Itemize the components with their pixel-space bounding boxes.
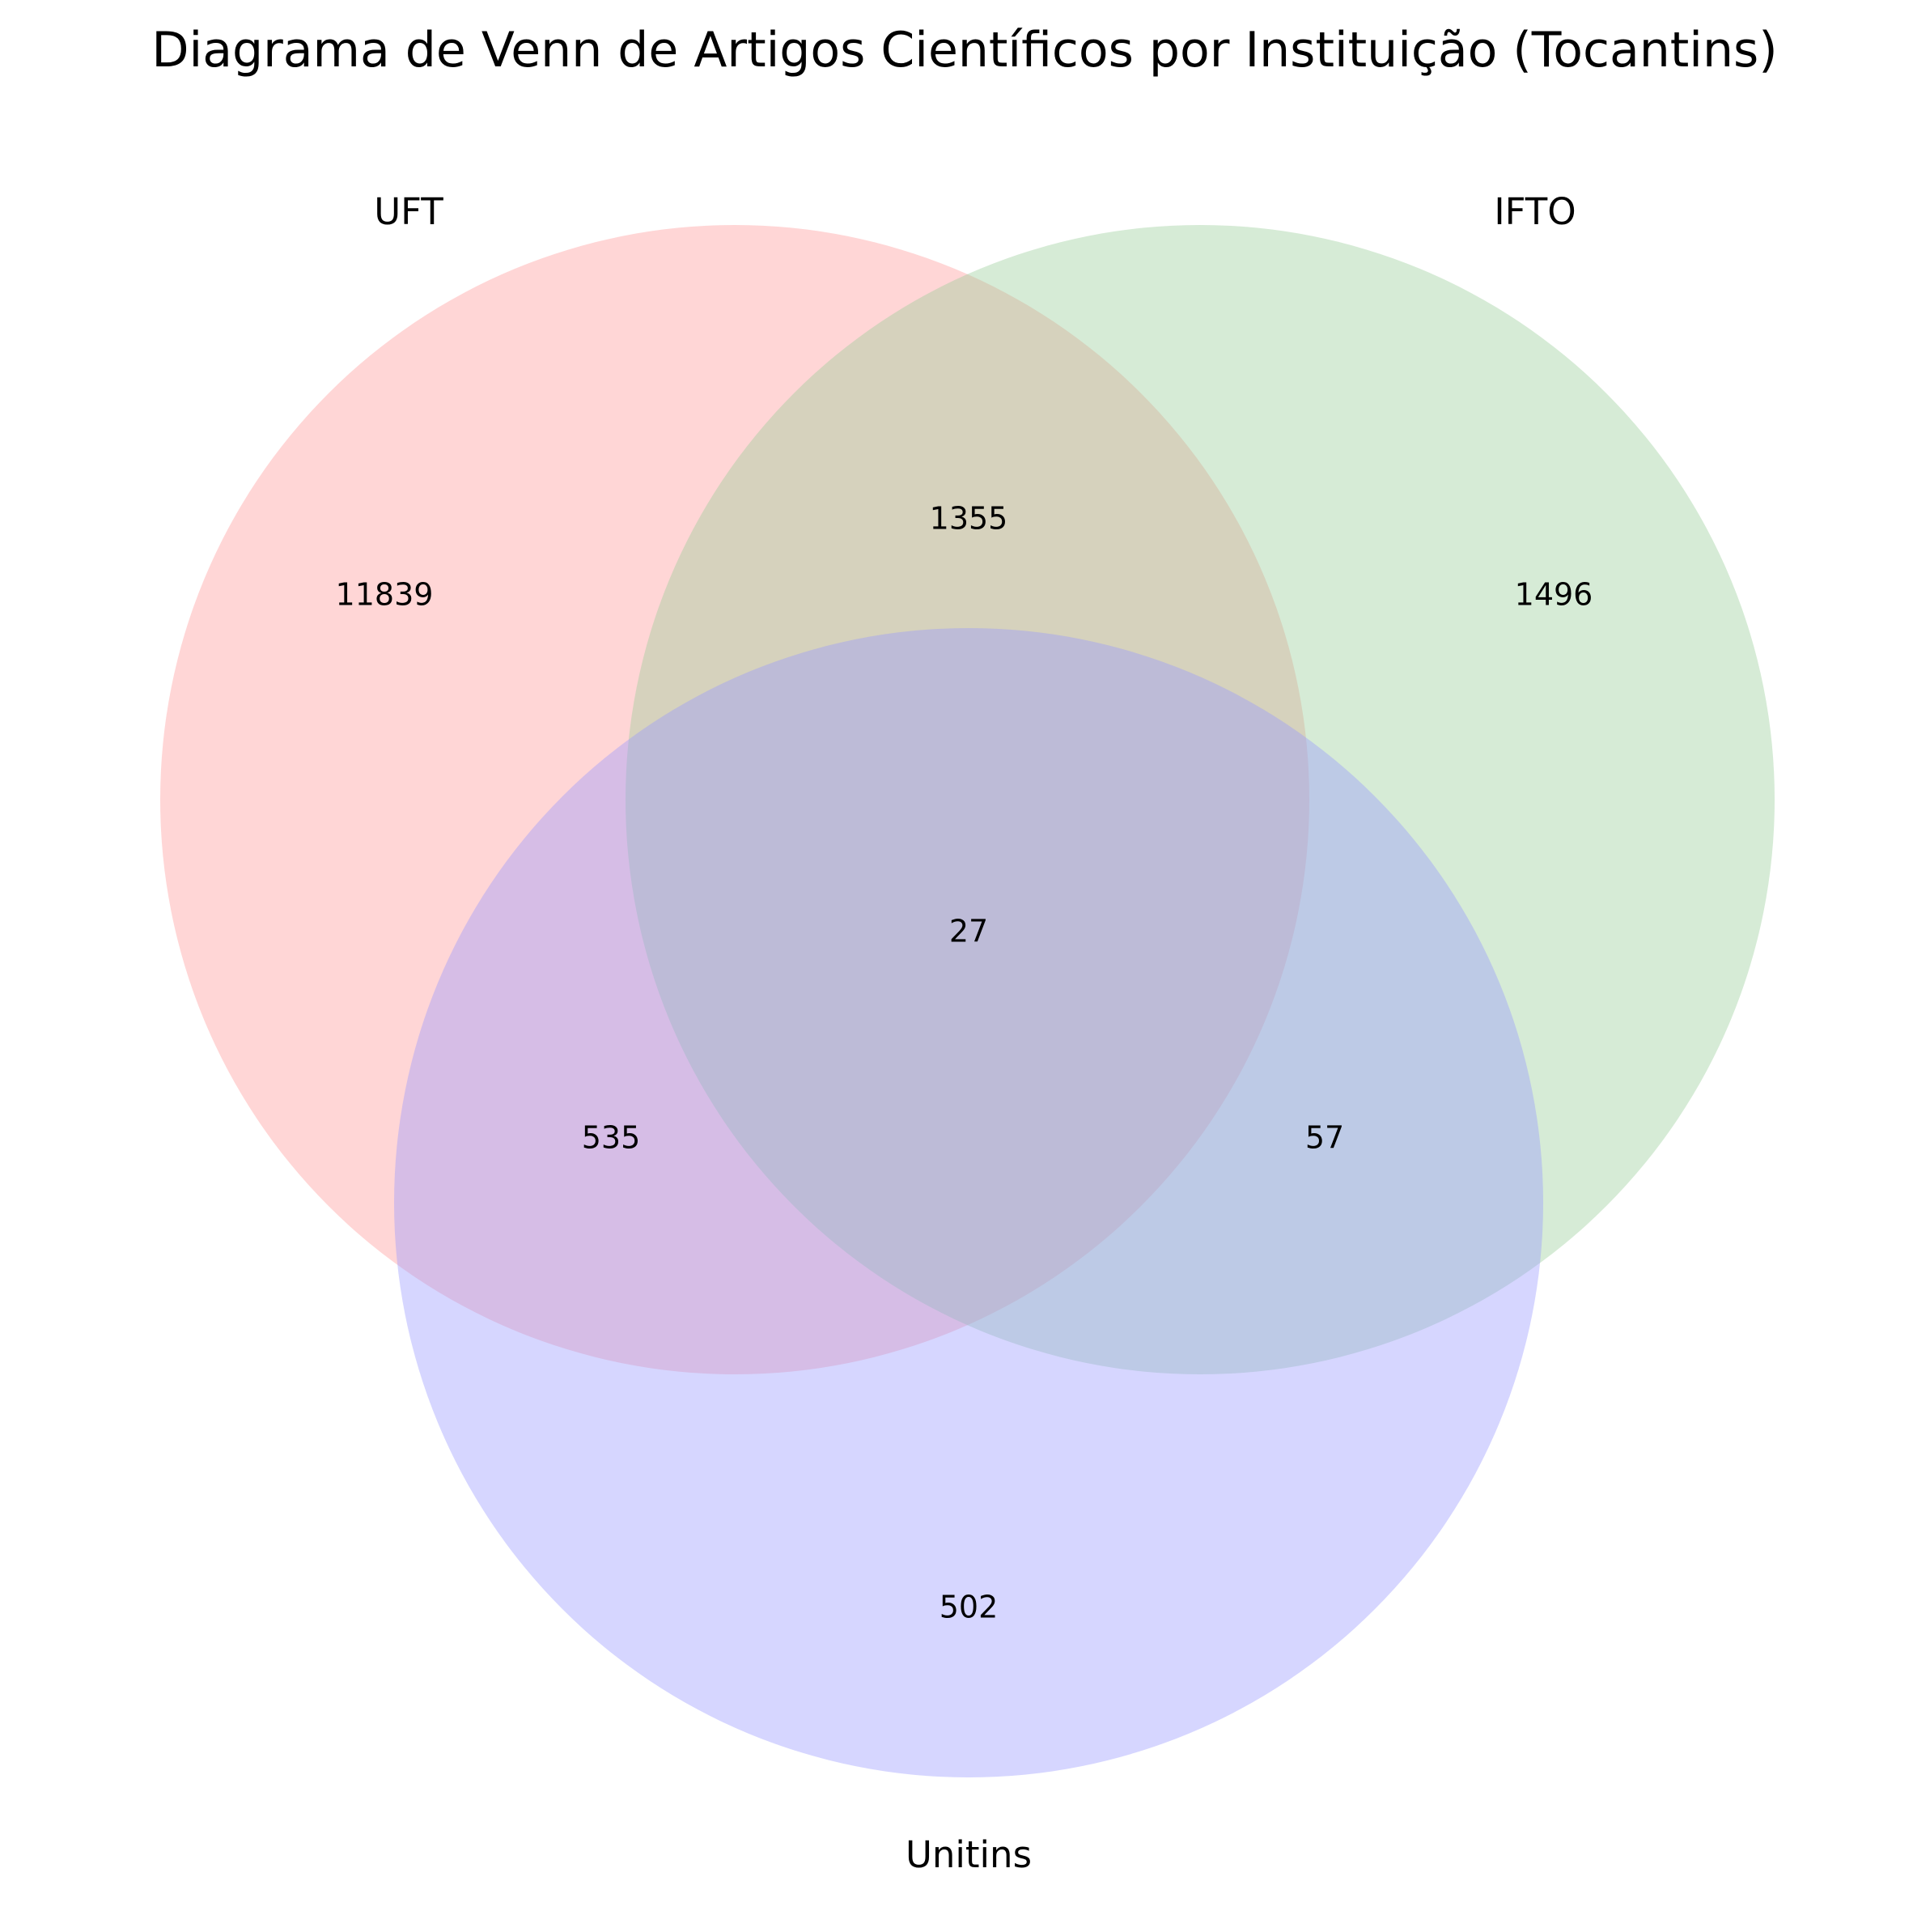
region-count-uft: 11839 <box>336 577 434 613</box>
circle-uft <box>160 225 1309 1374</box>
circle-unitins <box>394 628 1543 1777</box>
set-label-unitins: Unitins <box>906 1833 1032 1876</box>
set-circles <box>160 225 1775 1777</box>
region-count-ifto-unitins: 57 <box>1305 1120 1344 1156</box>
region-count-ifto: 1496 <box>1515 577 1593 613</box>
region-count-unitins: 502 <box>940 1590 999 1625</box>
region-count-uft-ifto-unitins: 27 <box>949 914 988 949</box>
region-counts: 11839 1496 502 1355 535 57 27 <box>336 501 1593 1625</box>
region-count-uft-ifto: 1355 <box>930 501 1008 537</box>
chart-title: Diagrama de Venn de Artigos Científicos … <box>151 22 1777 79</box>
set-label-ifto: IFTO <box>1494 190 1576 233</box>
set-label-uft: UFT <box>374 190 443 233</box>
circle-ifto <box>626 225 1775 1374</box>
region-count-uft-unitins: 535 <box>582 1120 641 1156</box>
